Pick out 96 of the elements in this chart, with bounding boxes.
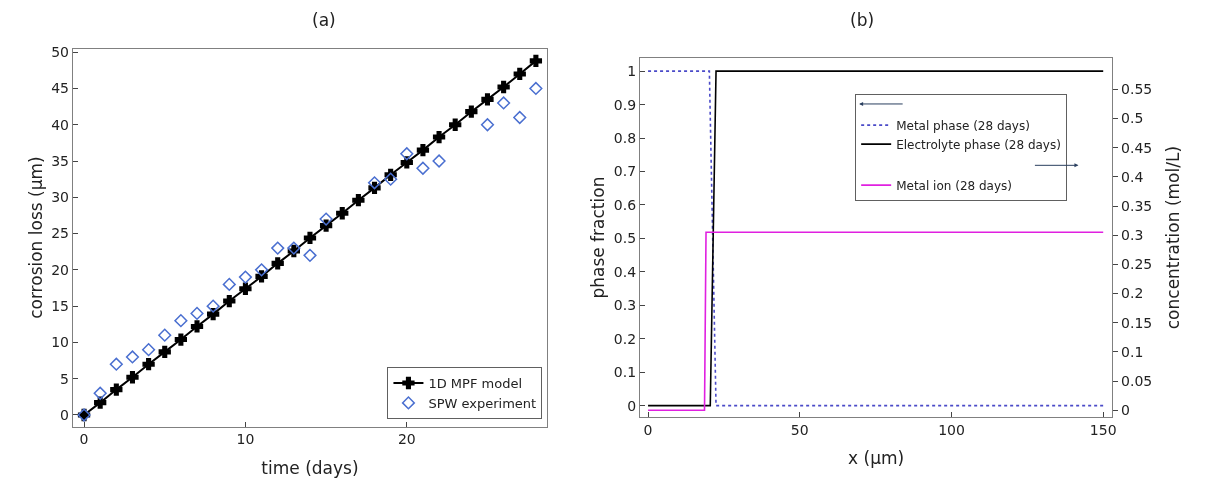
- x-tick-label: 150: [1089, 421, 1117, 438]
- chart-title: (b): [850, 10, 875, 30]
- x-axis-title: x (µm): [848, 447, 905, 468]
- point: [303, 248, 317, 262]
- legend-label: SPW experiment: [428, 395, 537, 411]
- point: [158, 345, 171, 359]
- point: [367, 176, 382, 190]
- y-tick-label: 0: [627, 397, 637, 414]
- x-tick-label: 100: [938, 421, 965, 438]
- x-tick-label: 10: [236, 431, 255, 448]
- y-tick-label: 0.1: [613, 364, 637, 381]
- point: [271, 257, 284, 270]
- y-tick-label: 10: [51, 334, 69, 351]
- point: [110, 383, 123, 396]
- legend-label: Metal phase (28 days): [896, 118, 1030, 133]
- y2-tick-label: 0.25: [1121, 256, 1153, 273]
- point: [303, 231, 317, 245]
- y-tick-label: 0.4: [613, 263, 637, 280]
- x-tick-label: 0: [643, 421, 653, 438]
- point: [513, 110, 527, 125]
- point: [222, 277, 236, 291]
- point: [206, 299, 220, 313]
- y-tick-label: 40: [51, 116, 69, 133]
- y2-tick-label: 0.45: [1121, 139, 1153, 156]
- point: [125, 350, 140, 364]
- y-tick-label: 0: [60, 406, 69, 423]
- y2-axis-title: concentration (mol/L): [1162, 145, 1183, 330]
- y2-tick-label: 0.2: [1121, 285, 1144, 302]
- y-tick-label: 1: [627, 63, 637, 80]
- y2-tick-label: 0.35: [1121, 197, 1153, 214]
- legend-label: Electrolyte phase (28 days): [896, 137, 1061, 152]
- x-tick-label: 0: [79, 431, 89, 448]
- y-tick-label: 0.6: [613, 196, 637, 213]
- y2-tick-label: 0.4: [1121, 168, 1144, 185]
- point: [497, 80, 510, 94]
- point: [190, 306, 204, 321]
- point: [400, 147, 414, 161]
- y-tick-label: 0.7: [613, 163, 637, 180]
- point: [223, 294, 236, 308]
- y-tick-label: 5: [60, 370, 69, 387]
- y-axis-title: corrosion loss (µm): [25, 156, 46, 319]
- y-tick-label: 15: [51, 298, 69, 315]
- point: [513, 67, 526, 81]
- y2-tick-label: 0: [1121, 402, 1131, 419]
- point: [158, 328, 172, 342]
- point: [190, 320, 204, 333]
- point: [319, 212, 333, 226]
- x-tick-label: 50: [790, 421, 809, 438]
- point: [416, 143, 430, 157]
- x-tick-label: 20: [397, 431, 416, 448]
- point: [174, 314, 188, 328]
- point: [529, 54, 543, 68]
- point: [109, 357, 123, 371]
- point: [449, 118, 462, 131]
- point: [336, 207, 349, 220]
- y2-tick-label: 0.55: [1121, 81, 1153, 98]
- y-tick-label: 30: [51, 189, 69, 206]
- y-axis-title: phase fraction: [588, 176, 609, 299]
- point: [142, 358, 155, 371]
- y2-tick-label: 0.05: [1121, 373, 1153, 390]
- point: [416, 161, 430, 175]
- point: [126, 371, 139, 384]
- y-tick-label: 0.9: [613, 96, 637, 113]
- point: [481, 93, 494, 106]
- y-tick-label: 0.8: [613, 129, 637, 146]
- point: [254, 263, 269, 277]
- y-tick-label: 0.3: [613, 297, 637, 314]
- y-tick-label: 45: [51, 80, 69, 97]
- point: [384, 172, 398, 186]
- point: [432, 154, 446, 168]
- point: [497, 96, 511, 110]
- point: [239, 282, 252, 295]
- chart-title: (a): [312, 10, 336, 30]
- legend-label: 1D MPF model: [428, 376, 522, 392]
- y-tick-label: 0.5: [613, 230, 637, 247]
- point: [238, 270, 253, 284]
- y2-tick-label: 0.15: [1121, 314, 1153, 331]
- point: [529, 81, 543, 96]
- y-tick-label: 50: [51, 44, 69, 61]
- point: [93, 386, 107, 400]
- y2-tick-label: 0.1: [1121, 343, 1144, 360]
- legend-label: Metal ion (28 days): [896, 178, 1012, 193]
- y2-tick-label: 0.5: [1121, 110, 1144, 127]
- point: [271, 241, 285, 255]
- y-tick-label: 35: [51, 152, 69, 169]
- x-axis-title: time (days): [261, 457, 359, 478]
- y-tick-label: 0.2: [613, 330, 637, 347]
- point: [432, 130, 446, 144]
- point: [142, 343, 156, 357]
- y-tick-label: 25: [51, 225, 69, 242]
- y2-tick-label: 0.3: [1121, 227, 1144, 244]
- y-tick-label: 20: [51, 261, 69, 278]
- point: [174, 333, 188, 346]
- point: [465, 105, 478, 118]
- point: [480, 118, 495, 132]
- point: [352, 194, 365, 207]
